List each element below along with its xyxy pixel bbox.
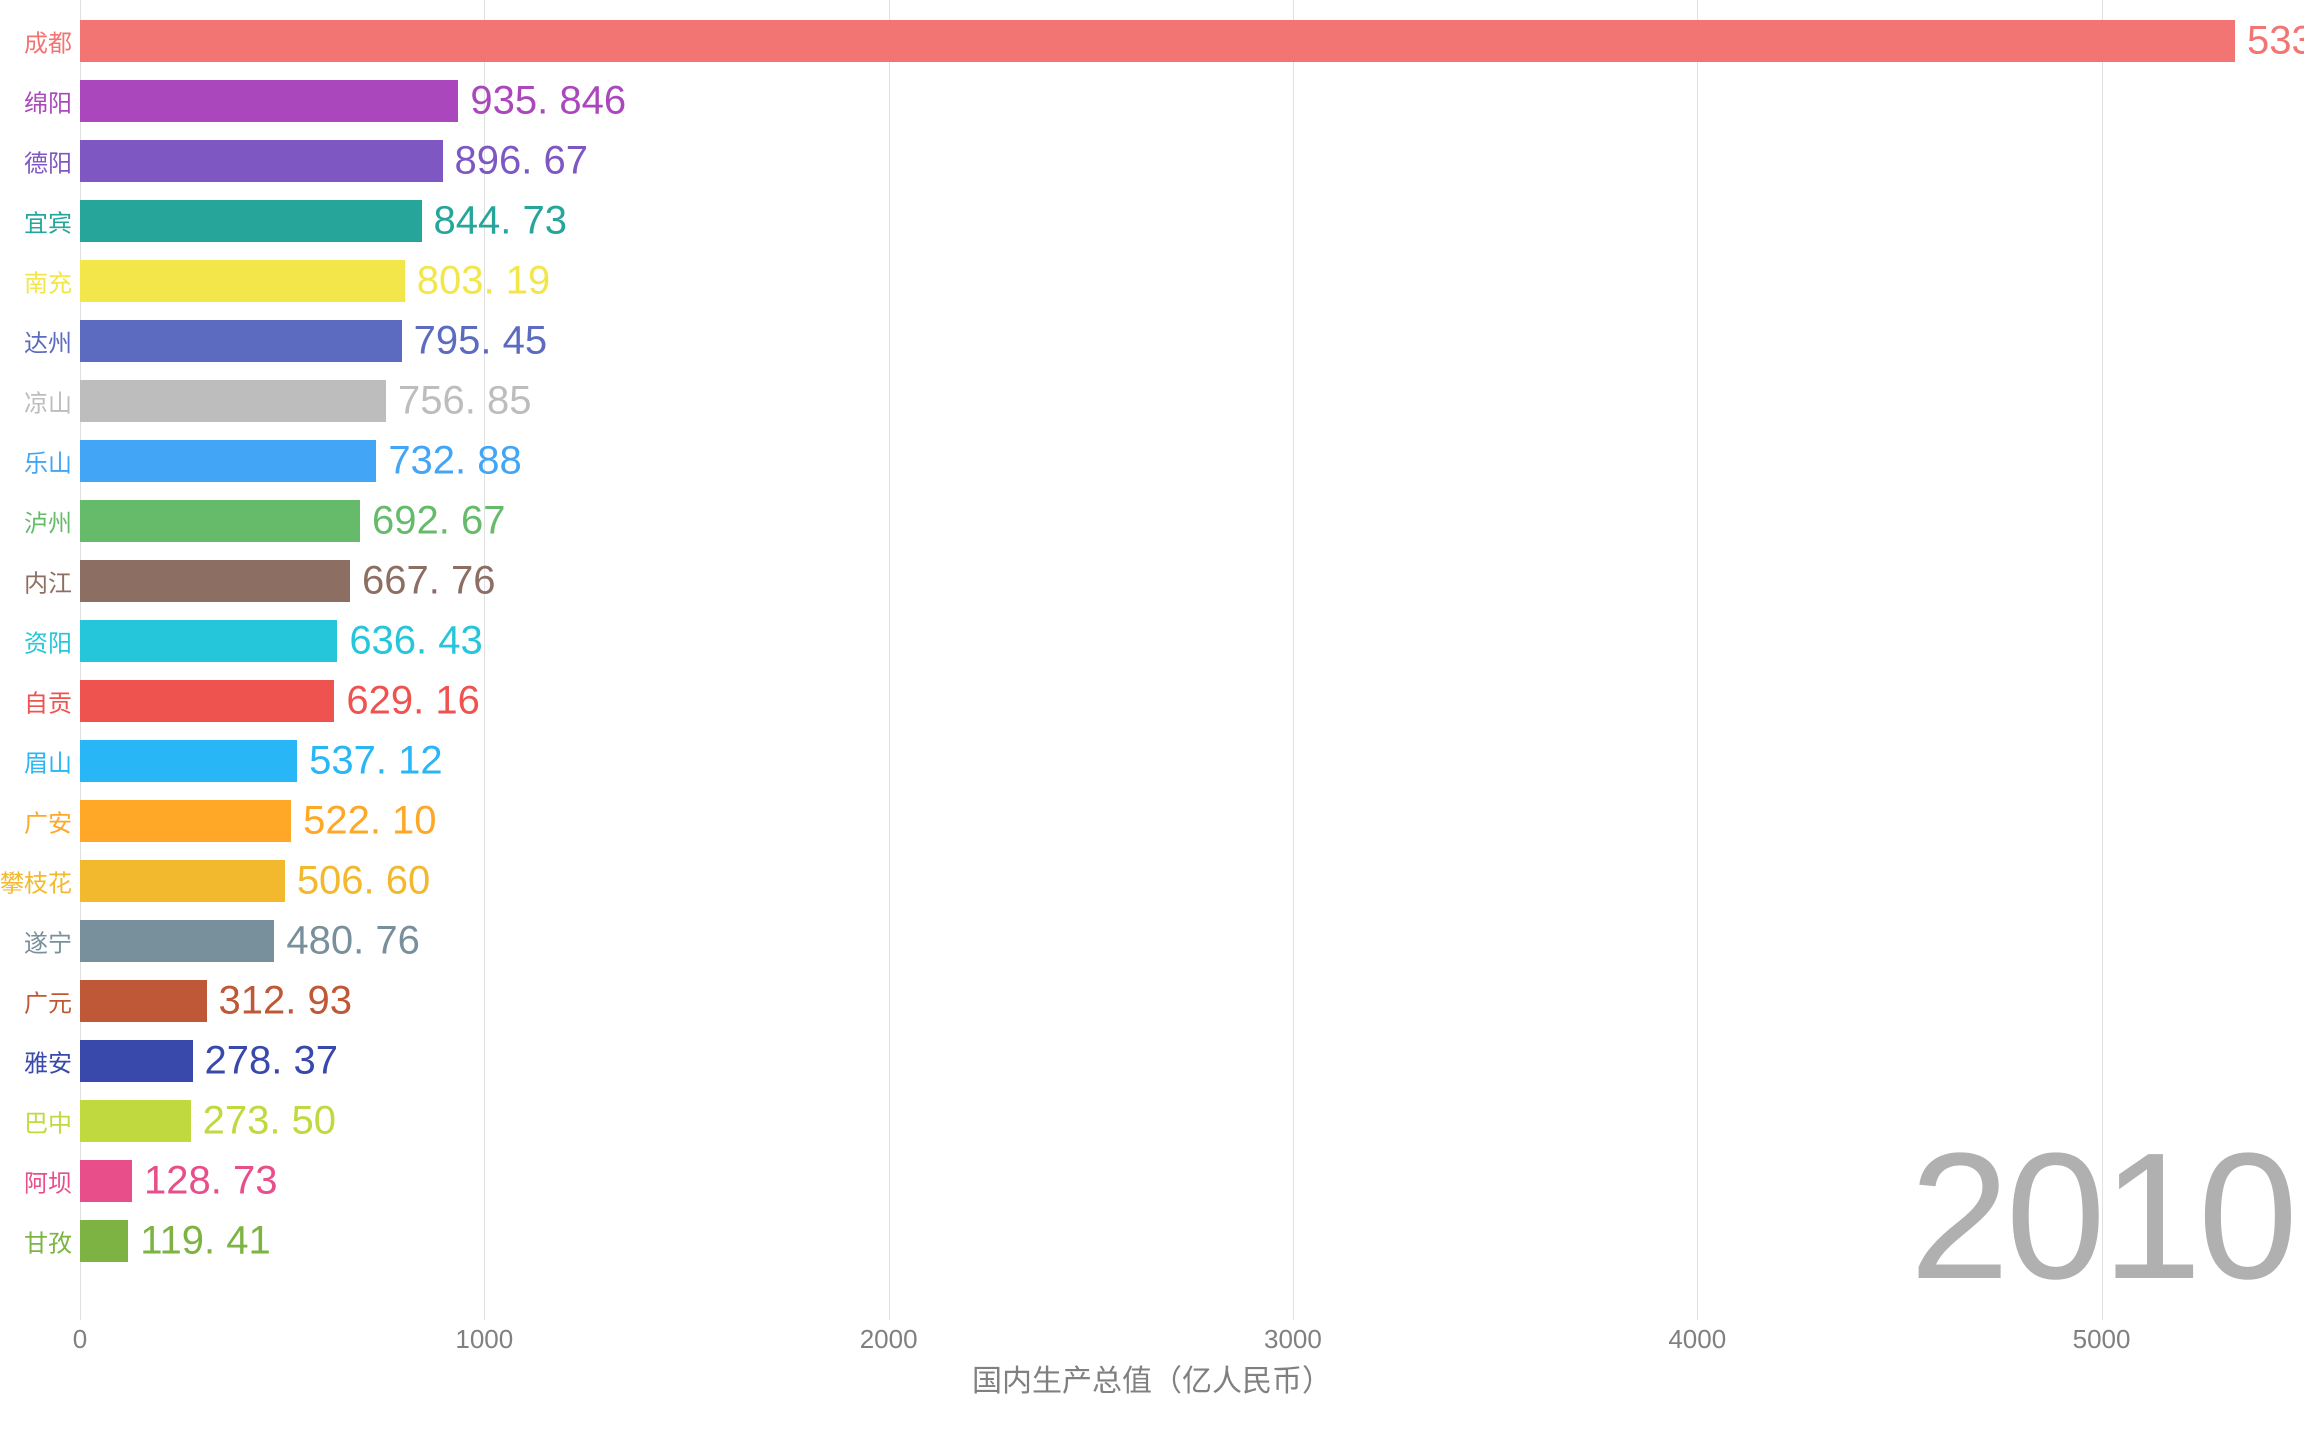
bar-value-label: 692. 67 — [372, 499, 505, 544]
y-axis-label: 德阳 — [24, 144, 80, 179]
bar-row: 宜宾宜宾844. 73 — [0, 200, 2304, 242]
bar-row: 成都成都533 — [0, 20, 2304, 62]
bar-value-label: 732. 88 — [388, 439, 521, 484]
y-axis-label: 广元 — [24, 984, 80, 1019]
bar-value-label: 312. 93 — [219, 979, 352, 1024]
bar — [80, 1160, 132, 1202]
bar — [80, 500, 360, 542]
bar — [80, 680, 334, 722]
y-axis-label: 遂宁 — [24, 924, 80, 959]
bar-value-label: 128. 73 — [144, 1159, 277, 1204]
x-tick: 2000 — [860, 1324, 918, 1355]
bar — [80, 1220, 128, 1262]
bar-row: 凉山凉山756. 85 — [0, 380, 2304, 422]
bar-value-label: 803. 19 — [417, 259, 550, 304]
bar-row: 达州达州795. 45 — [0, 320, 2304, 362]
bar — [80, 440, 376, 482]
y-axis-label: 宜宾 — [24, 204, 80, 239]
y-axis-label: 内江 — [24, 564, 80, 599]
x-tick: 1000 — [455, 1324, 513, 1355]
bar-row: 乐山 732. 88 — [0, 440, 2304, 482]
y-axis-label: 广安 — [24, 804, 80, 839]
x-axis-title: 国内生产总值（亿人民币） — [972, 1356, 1332, 1400]
bar-row: 南充南充803. 19 — [0, 260, 2304, 302]
bar-value-label: 537. 12 — [309, 739, 442, 784]
y-axis-label: 眉山 — [24, 744, 80, 779]
y-axis-label: 攀枝花 — [0, 864, 80, 899]
bar-name-label: 凉山 — [296, 372, 376, 430]
bar-value-label: 636. 43 — [349, 619, 482, 664]
x-tick: 5000 — [2073, 1324, 2131, 1355]
y-axis-label: 自贡 — [24, 684, 80, 719]
bar-row: 雅安 278. 37 — [0, 1040, 2304, 1082]
bar-name-label: 德阳 — [353, 132, 433, 190]
bar-value-label: 756. 85 — [398, 379, 531, 424]
bar-value-label: 844. 73 — [434, 199, 567, 244]
bar-value-label: 273. 50 — [203, 1099, 336, 1144]
y-axis-label: 巴中 — [24, 1104, 80, 1139]
bar-row: 眉山 537. 12 — [0, 740, 2304, 782]
y-axis-label: 乐山 — [24, 444, 80, 479]
bar-value-label: 278. 37 — [205, 1039, 338, 1084]
year-label: 2010 — [1910, 1113, 2294, 1320]
y-axis-label: 绵阳 — [24, 84, 80, 119]
bar-name-label: 成都 — [2145, 12, 2225, 70]
bar-row: 广安 522. 10 — [0, 800, 2304, 842]
bar-name-label: 绵阳 — [368, 72, 448, 130]
bar — [80, 1040, 193, 1082]
bar — [80, 20, 2235, 62]
bar-row: 攀枝花 506. 60 — [0, 860, 2304, 902]
bar-value-label: 119. 41 — [140, 1219, 271, 1264]
bar-value-label: 522. 10 — [303, 799, 436, 844]
bar — [80, 920, 274, 962]
bar-value-label: 533 — [2247, 19, 2304, 64]
bar-value-label: 506. 60 — [297, 859, 430, 904]
y-axis-label: 南充 — [24, 264, 80, 299]
bar-value-label: 795. 45 — [414, 319, 547, 364]
bar-value-label: 629. 16 — [346, 679, 479, 724]
y-axis-label: 凉山 — [24, 384, 80, 419]
bar-value-label: 935. 846 — [470, 79, 626, 124]
gdp-bar-chart: 成都 成都 533 绵阳 绵阳 935. 846 德阳 德阳 896. 67 宜宾 宜宾 844. 7… — [0, 0, 2304, 1440]
bar — [80, 620, 337, 662]
bar-value-label: 480. 76 — [286, 919, 419, 964]
y-axis-label: 成都 — [24, 24, 80, 59]
bar — [80, 860, 285, 902]
bar-row: 泸州 692. 67 — [0, 500, 2304, 542]
y-axis-label: 甘孜 — [24, 1224, 80, 1259]
bar-row: 资阳 636. 43 — [0, 620, 2304, 662]
bar-row: 自贡 629. 16 — [0, 680, 2304, 722]
bar-name-label: 南充 — [315, 252, 395, 310]
bar-row: 内江 667. 76 — [0, 560, 2304, 602]
bar-row: 广元 312. 93 — [0, 980, 2304, 1022]
bar-row: 遂宁 480. 76 — [0, 920, 2304, 962]
bar — [80, 560, 350, 602]
bar — [80, 800, 291, 842]
x-tick: 3000 — [1264, 1324, 1322, 1355]
y-axis-label: 资阳 — [24, 624, 80, 659]
bar — [80, 980, 207, 1022]
bar-row: 绵阳绵阳935. 846 — [0, 80, 2304, 122]
bar — [80, 740, 297, 782]
y-axis-label: 阿坝 — [24, 1164, 80, 1199]
bar — [80, 1100, 191, 1142]
y-axis-label: 达州 — [24, 324, 80, 359]
x-tick: 0 — [73, 1324, 87, 1355]
bar-value-label: 896. 67 — [455, 139, 588, 184]
bar-value-label: 667. 76 — [362, 559, 495, 604]
bar-row: 德阳德阳896. 67 — [0, 140, 2304, 182]
bar-name-label: 宜宾 — [332, 192, 412, 250]
y-axis-label: 泸州 — [24, 504, 80, 539]
bar-name-label: 达州 — [312, 312, 392, 370]
y-axis-label: 雅安 — [24, 1044, 80, 1079]
x-tick: 4000 — [1668, 1324, 1726, 1355]
